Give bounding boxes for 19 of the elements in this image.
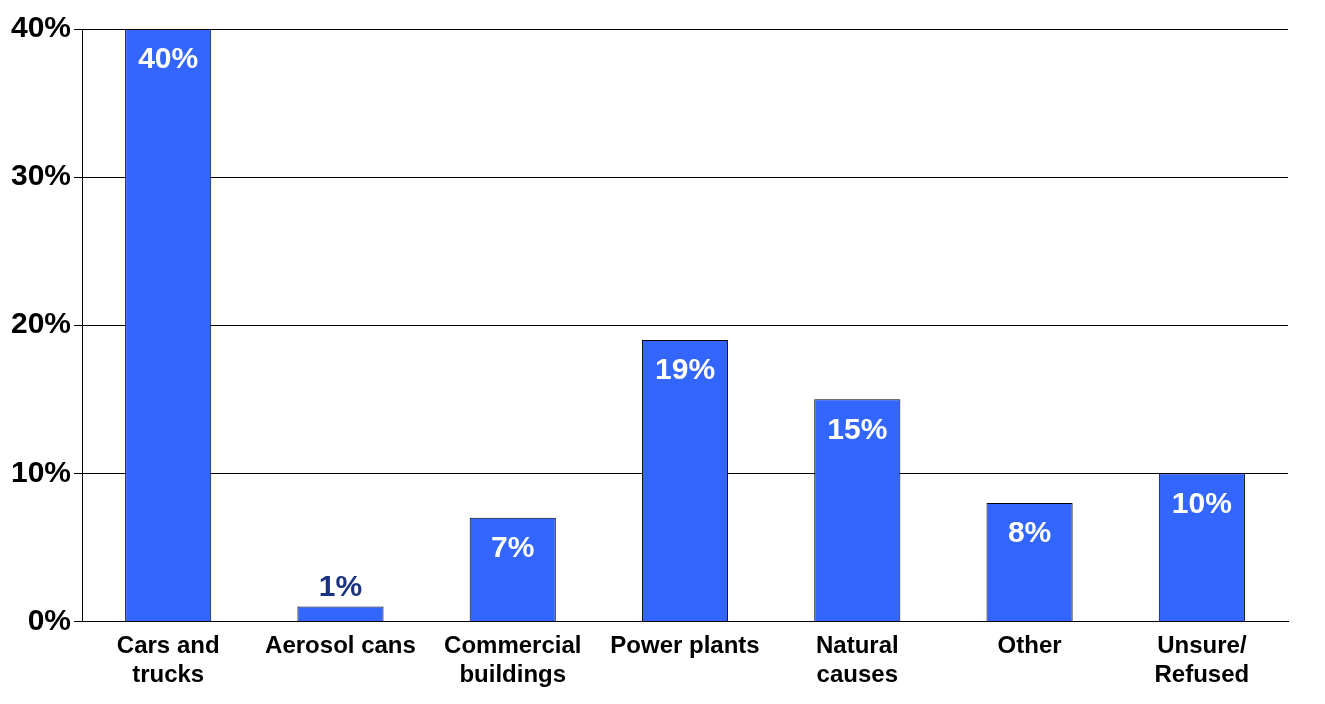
x-tick-label: Power plants <box>610 631 760 659</box>
data-label: 7% <box>491 530 535 563</box>
data-label: 40% <box>138 41 199 75</box>
y-tick-label: 20% <box>11 306 72 340</box>
data-label: 8% <box>1007 515 1052 549</box>
x-tick-label: Cars and trucks <box>116 631 220 688</box>
x-tick-label: Commercial buildings <box>444 631 582 688</box>
x-tick-label: Unsure/Refused <box>1154 631 1250 688</box>
x-tick-label: Natural causes <box>815 631 899 688</box>
data-label: 1% <box>318 568 363 602</box>
y-tick-label: 0% <box>27 602 72 636</box>
y-tick-label: 10% <box>11 454 72 488</box>
y-tick-label: 30% <box>11 158 72 192</box>
data-label: 15% <box>827 411 888 445</box>
data-label: 10% <box>1171 485 1232 519</box>
x-tick-label: Aerosol cans <box>265 631 416 659</box>
y-tick-label: 40% <box>11 10 72 44</box>
data-label: 19% <box>655 352 716 386</box>
x-tick-label: Other <box>997 631 1062 659</box>
